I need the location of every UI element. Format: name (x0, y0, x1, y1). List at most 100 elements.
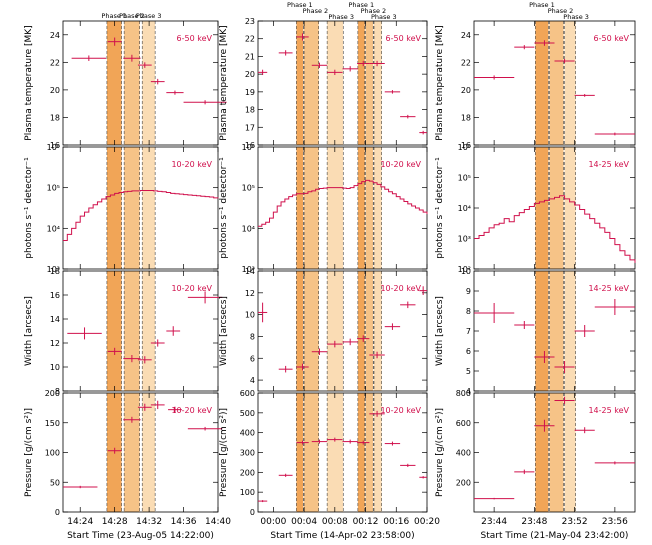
xtick-label: 14:36 (171, 517, 197, 527)
ytick-label: 16 (245, 141, 255, 150)
phase-band (296, 271, 304, 391)
xtick-label: 00:04 (291, 517, 317, 527)
ytick-label: 500 (240, 409, 255, 418)
xtick-label: 00:12 (353, 517, 379, 527)
energy-band-label: 14-25 keV (588, 406, 629, 415)
phase-band (365, 21, 374, 145)
ytick-label: 10³ (47, 265, 60, 274)
phase-label: Phase 2 (119, 12, 145, 20)
phase-band (535, 21, 549, 145)
phase-band (357, 21, 365, 145)
energy-band-label: 10-20 keV (171, 284, 212, 293)
ytick-label: 16 (50, 141, 60, 150)
phase-band (373, 147, 382, 269)
ytick-label: 16 (461, 141, 471, 150)
ylabel: Width [arcsecs] (24, 296, 34, 366)
xtick-label: 14:32 (136, 517, 162, 527)
ytick-label: 400 (240, 429, 255, 438)
phase-band (296, 21, 304, 145)
ytick-label: 14 (245, 267, 255, 276)
phase-band (365, 393, 374, 512)
phase-band (304, 271, 319, 391)
phase-band (549, 393, 564, 512)
phase-band (327, 21, 344, 145)
ytick-label: 10³ (242, 265, 255, 274)
ytick-label: 16 (50, 291, 60, 300)
ytick-label: 10 (245, 311, 255, 320)
ytick-label: 24 (461, 31, 471, 40)
ytick-label: 14 (50, 315, 60, 324)
panel-frame (257, 20, 428, 146)
xtick-label: 23:52 (562, 517, 588, 527)
ytick-label: 8 (55, 387, 60, 396)
phase-band (304, 393, 319, 512)
ylabel: photons s⁻¹ detector⁻¹ (435, 157, 445, 259)
ylabel: Plasma temperature [MK] (24, 25, 34, 140)
phase-band (327, 271, 344, 391)
xlabel: Start Time (14-Apr-02 23:58:00) (270, 531, 414, 541)
xlabel: Start Time (21-May-04 23:42:00) (481, 531, 629, 541)
phase-band (564, 21, 576, 145)
ylabel: Pressure [g/(cm s²)] (219, 408, 229, 497)
phase-label: Phase 3 (136, 12, 162, 20)
ytick-label: 0 (55, 508, 60, 517)
ytick-label: 300 (240, 449, 255, 458)
panel-frame (257, 270, 428, 392)
phase-band (124, 393, 140, 512)
lightcurve-line (258, 179, 428, 227)
ytick-label: 22 (245, 35, 255, 44)
ytick-label: 200 (240, 468, 255, 477)
ytick-label: 9 (466, 287, 471, 296)
ylabel: Plasma temperature [MK] (435, 25, 445, 140)
phase-band (304, 147, 319, 269)
phase-band (124, 271, 140, 391)
ytick-label: 400 (456, 449, 471, 458)
xtick-label: 14:24 (67, 517, 93, 527)
ylabel: photons s⁻¹ detector⁻¹ (219, 157, 229, 259)
ytick-label: 10⁵ (458, 174, 471, 183)
ytick-label: 18 (50, 113, 60, 122)
energy-band-label: 14-25 keV (588, 284, 629, 293)
phase-band (535, 271, 549, 391)
ytick-label: 150 (45, 419, 60, 428)
xtick-label: 00:20 (414, 517, 440, 527)
ytick-label: 100 (240, 488, 255, 497)
energy-band-label: 10-20 keV (380, 284, 421, 293)
ytick-label: 200 (45, 389, 60, 398)
ytick-label: 10⁵ (242, 184, 255, 193)
ytick-label: 4 (466, 387, 471, 396)
ytick-label: 17 (245, 123, 255, 132)
energy-band-label: 6-50 keV (177, 34, 213, 43)
ytick-label: 10⁵ (47, 184, 60, 193)
phase-band (357, 393, 365, 512)
phase-band (304, 21, 319, 145)
ytick-label: 4 (250, 376, 255, 385)
ytick-label: 6 (466, 347, 471, 356)
lightcurve-line (63, 190, 219, 242)
energy-band-label: 6-50 keV (594, 34, 630, 43)
xtick-label: 00:08 (322, 517, 348, 527)
phase-band (124, 21, 140, 145)
ytick-label: 8 (466, 307, 471, 316)
ytick-label: 50 (50, 478, 60, 487)
energy-band-label: 14-25 keV (588, 160, 629, 169)
panel-frame (62, 270, 219, 392)
phase-band (124, 147, 140, 269)
ytick-label: 10⁴ (242, 224, 255, 233)
ylabel: Plasma temperature [MK] (219, 25, 229, 140)
ytick-label: 10⁶ (47, 143, 60, 152)
ytick-label: 20 (50, 86, 60, 95)
phase-label: Phase 1 (529, 1, 555, 9)
ytick-label: 10² (458, 265, 471, 274)
phase-band (365, 147, 374, 269)
ytick-label: 5 (466, 367, 471, 376)
ytick-label: 6 (250, 354, 255, 363)
ytick-label: 200 (456, 478, 471, 487)
phase-band (106, 21, 122, 145)
ytick-label: 22 (461, 58, 471, 67)
phase-band (373, 271, 382, 391)
ytick-label: 22 (50, 58, 60, 67)
ytick-label: 10⁶ (242, 143, 255, 152)
phase-label: Phase 3 (563, 13, 589, 21)
